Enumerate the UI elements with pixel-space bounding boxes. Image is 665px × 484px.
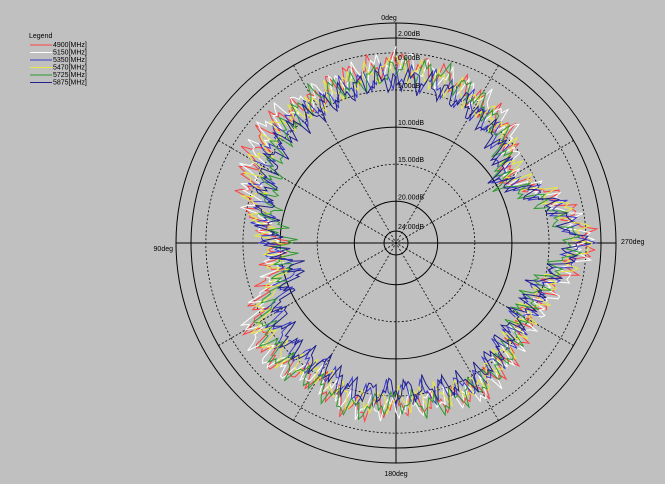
radial-tick-label: 24.00dB — [398, 224, 424, 231]
radial-tick-labels: 2.00dB 0.00dB 5.00dB 10.00dB 15.00dB 20.00dB 2… — [398, 31, 424, 231]
series-line — [254, 67, 589, 403]
series-line — [240, 55, 594, 415]
legend-title: Legend — [29, 33, 52, 40]
radial-tick-label: 5.00dB — [398, 83, 421, 90]
legend-entry: 5875[MHz] — [53, 80, 87, 87]
series-line — [239, 46, 596, 422]
angle-label-90deg: 90deg — [154, 246, 174, 253]
legend-entry: 5150[MHz] — [53, 50, 87, 57]
radial-tick-label: 0.00dB — [398, 55, 421, 62]
legend-entry: 5470[MHz] — [53, 65, 87, 72]
radial-tick-label: 2.00dB — [398, 31, 421, 38]
grid-spoke — [293, 65, 499, 421]
legend: Legend 4900[MHz]5150[MHz]5350[MHz]5470[M… — [29, 33, 87, 87]
angle-label-180deg: 180deg — [384, 471, 407, 478]
legend-entry: 5725[MHz] — [53, 72, 87, 79]
legend-entry: 4900[MHz] — [53, 42, 87, 49]
angle-label-0deg: 0deg — [381, 15, 397, 22]
legend-entry: 5350[MHz] — [53, 57, 87, 64]
radial-tick-label: 10.00dB — [398, 120, 424, 127]
series-lines — [233, 46, 599, 424]
radial-tick-label: 20.00dB — [398, 194, 424, 201]
radial-tick-label: 15.00dB — [398, 157, 424, 164]
angle-label-270deg: 270deg — [621, 239, 644, 246]
